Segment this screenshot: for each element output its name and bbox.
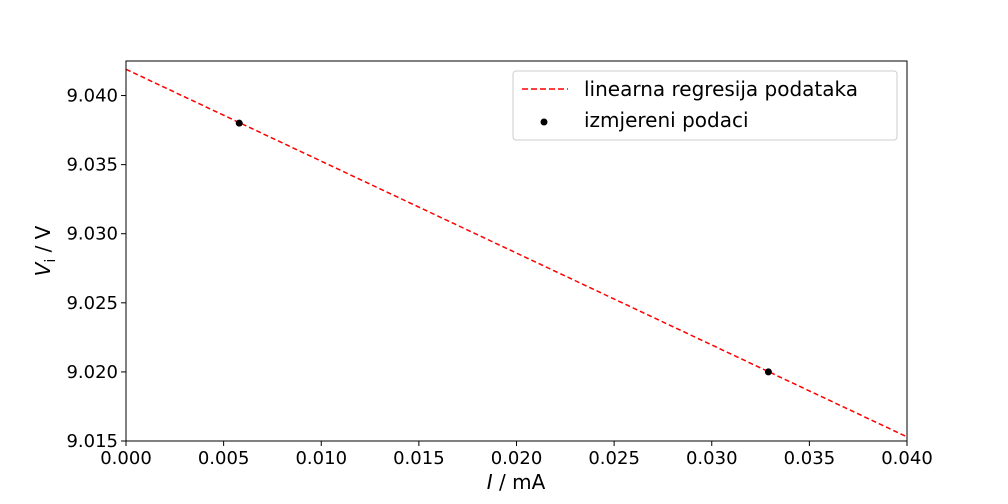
y-axis-label: Vi / V	[31, 225, 59, 276]
legend-label-regression: linearna regresija podataka	[584, 77, 858, 101]
x-tick-label: 0.015	[393, 448, 445, 469]
y-axis-ticks: 9.015 9.020 9.025 9.030 9.035 9.040	[66, 86, 126, 452]
x-tick-label: 0.025	[588, 448, 640, 469]
y-tick-label: 9.015	[66, 431, 118, 452]
legend-box	[512, 70, 898, 141]
y-tick-label: 9.035	[66, 155, 118, 176]
x-tick-label: 0.005	[198, 448, 250, 469]
x-tick-label: 0.030	[686, 448, 738, 469]
data-point-layer	[235, 119, 772, 376]
y-axis-label-unit: / V	[31, 225, 55, 258]
legend-point-swatch	[540, 118, 548, 126]
x-axis-label-unit: / mA	[493, 470, 546, 494]
x-tick-label: 0.010	[295, 448, 347, 469]
x-axis-label: I / mA	[487, 470, 546, 494]
y-tick-label: 9.025	[66, 293, 118, 314]
y-tick-label: 9.030	[66, 224, 118, 245]
x-tick-label: 0.040	[881, 448, 933, 469]
x-axis-label-symbol: I	[487, 470, 493, 494]
y-axis-label-subscript: i	[43, 259, 59, 263]
x-axis-ticks: 0.000 0.005 0.010 0.015 0.020 0.025 0.030 0.035…	[100, 441, 933, 469]
x-tick-label: 0.020	[491, 448, 543, 469]
legend: linearna regresija podataka izmjereni po…	[512, 70, 898, 141]
y-tick-label: 9.020	[66, 362, 118, 383]
data-point	[764, 368, 772, 376]
y-axis-label-symbol: V	[31, 261, 55, 276]
y-tick-label: 9.040	[66, 86, 118, 107]
legend-label-measured: izmjereni podaci	[584, 108, 749, 132]
x-tick-label: 0.035	[784, 448, 836, 469]
x-tick-label: 0.000	[100, 448, 152, 469]
data-point	[235, 119, 243, 127]
